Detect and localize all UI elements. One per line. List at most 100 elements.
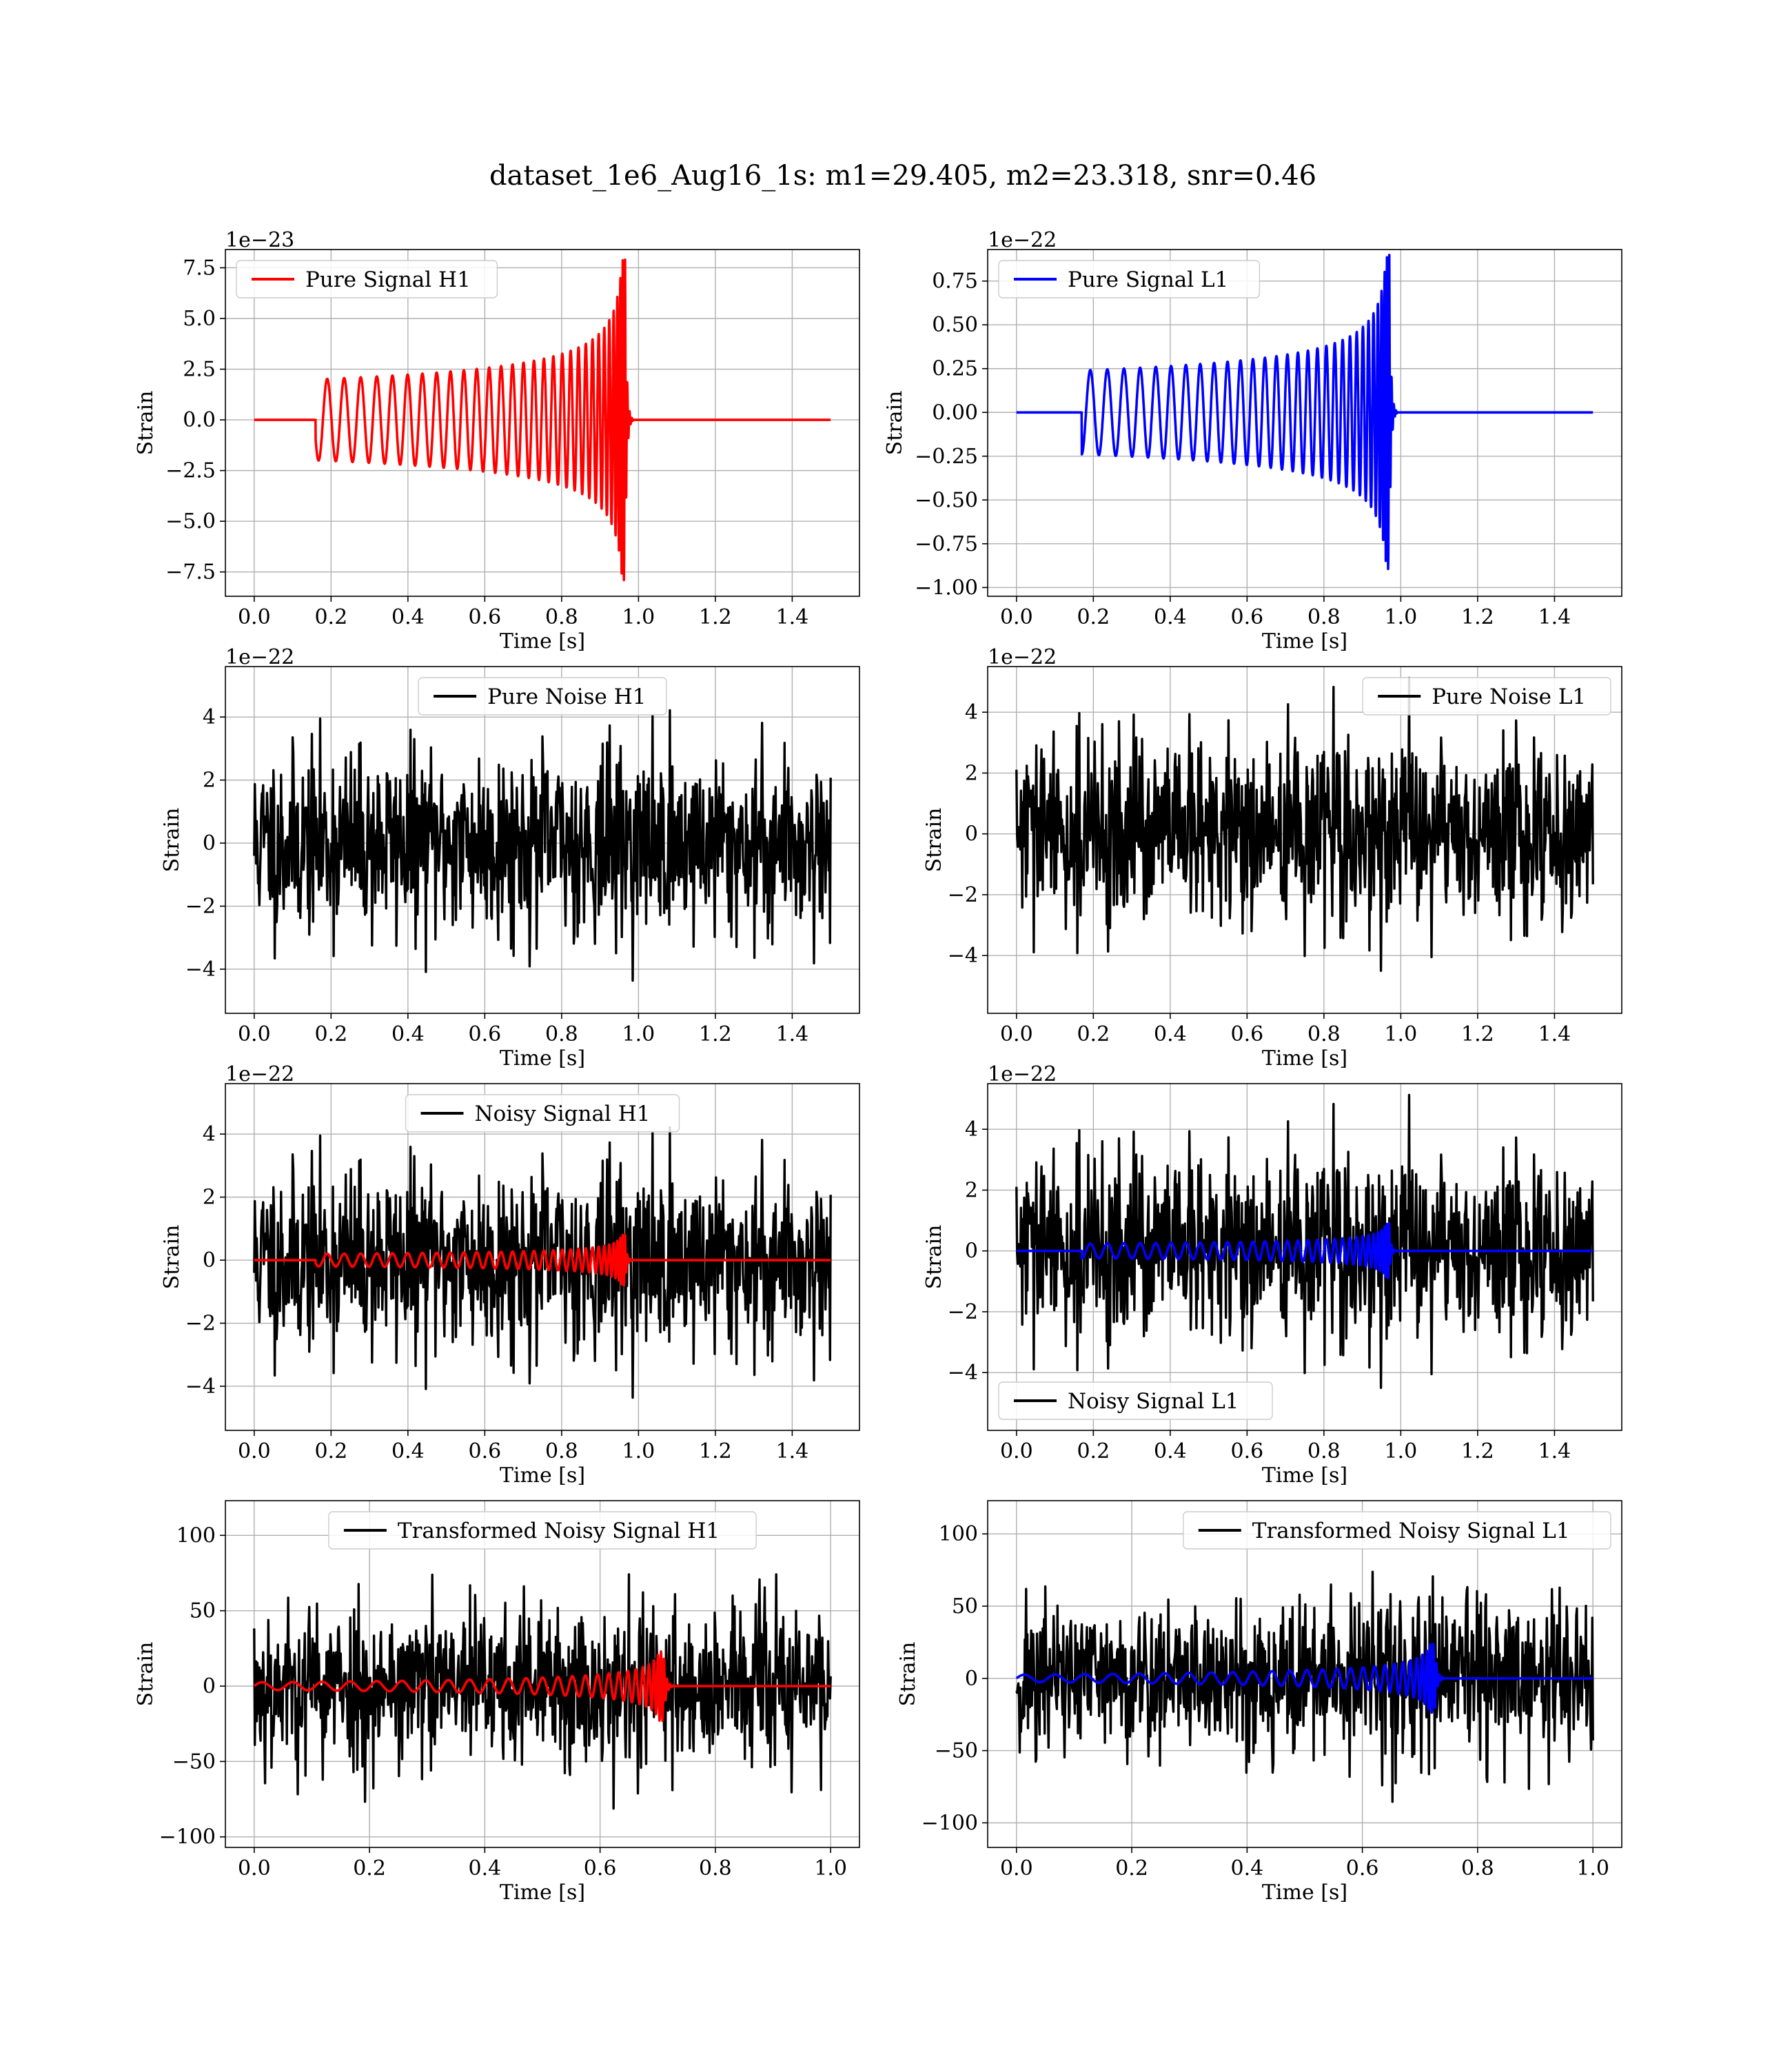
legend-label: Transformed Noisy Signal L1: [1252, 1519, 1570, 1543]
y-axis-label: Strain: [160, 1225, 184, 1290]
y-tick-label: 0: [203, 1674, 216, 1699]
legend-label: Pure Noise L1: [1432, 685, 1586, 709]
legend-box: [1362, 677, 1611, 716]
y-tick-label: −50: [935, 1739, 978, 1763]
legend: Transformed Noisy Signal H1: [328, 1511, 757, 1550]
axes-frame: [225, 249, 860, 597]
y-tick-label: −7.5: [165, 560, 216, 585]
legend-box: [328, 1511, 757, 1550]
x-tick-label: 1.2: [699, 1022, 732, 1046]
legend-box: [236, 260, 498, 298]
axes-frame: [225, 666, 860, 1014]
axes-frame: [987, 1083, 1622, 1431]
y-tick-label: −0.25: [915, 445, 978, 469]
x-tick-label: 1.0: [622, 1439, 655, 1463]
x-tick-label: 0.2: [314, 605, 347, 629]
y-tick-label: 0: [965, 1667, 978, 1691]
legend-label: Pure Signal L1: [1068, 267, 1228, 292]
y-axis-label: Strain: [160, 808, 184, 873]
figure-title: dataset_1e6_Aug16_1s: m1=29.405, m2=23.3…: [489, 160, 1316, 192]
x-tick-label: 1.4: [1538, 1439, 1571, 1463]
x-tick-label: 0.2: [353, 1856, 386, 1881]
axes-frame: [225, 1083, 860, 1431]
noise-line-0: [1015, 1570, 1594, 1803]
axes-frame: [225, 1500, 860, 1848]
x-axis-label: Time [s]: [1262, 1881, 1347, 1905]
y-tick-label: 0: [965, 822, 978, 847]
y-tick-label: −2: [948, 1300, 978, 1324]
x-tick-label: 0.4: [1154, 1022, 1187, 1046]
x-tick-label: 1.2: [699, 1439, 732, 1463]
y-tick-label: 0: [203, 831, 216, 855]
subplot-1-0: 0.0 0.2 0.4 0.6 0.8 1.0 1.2 1.4 −4 −2 0 2 4 Time [s] S…: [160, 645, 860, 1071]
series-group: [1015, 676, 1594, 972]
offset-text: 1e−22: [988, 645, 1057, 669]
y-tick-label: 2: [965, 761, 978, 785]
legend-box: [998, 260, 1261, 298]
x-tick-label: 0.0: [238, 1439, 271, 1463]
offset-text: 1e−22: [225, 1062, 294, 1086]
x-tick-label: 1.2: [699, 605, 732, 629]
y-tick-label: −4: [185, 957, 216, 982]
legend-label: Pure Signal H1: [305, 267, 471, 292]
y-tick-label: 2: [203, 1186, 216, 1210]
axes-frame: [987, 1500, 1622, 1848]
y-tick-label: −4: [948, 944, 978, 968]
signal-line-1: [1015, 1222, 1594, 1279]
series-group: [253, 1126, 832, 1399]
y-tick-label: 0.25: [932, 357, 978, 381]
y-axis-label: Strain: [922, 1225, 946, 1290]
x-tick-label: 0.4: [391, 1022, 425, 1046]
x-tick-label: 0.6: [1231, 1439, 1264, 1463]
y-axis-label: Strain: [134, 1642, 158, 1707]
legend-label: Noisy Signal H1: [475, 1102, 651, 1126]
subplot-3-1: 0.0 0.2 0.4 0.6 0.8 1.0 −100 −50 0 50 100 Time [s] S…: [896, 1500, 1622, 1905]
subplot-0-0: 0.0 0.2 0.4 0.6 0.8 1.0 1.2 1.4 −7.5 −5.0 −2.5 0.0 2…: [134, 228, 860, 653]
y-tick-label: 100: [176, 1523, 216, 1548]
x-tick-label: 1.0: [1385, 1439, 1418, 1463]
y-tick-label: −4: [948, 1361, 978, 1385]
y-tick-label: 0.00: [932, 401, 978, 425]
noise-line-0: [1015, 1093, 1594, 1389]
legend-box: [998, 1381, 1273, 1420]
x-tick-label: 0.6: [469, 1022, 502, 1046]
noise-line-0: [253, 709, 832, 982]
x-tick-label: 0.4: [391, 1439, 425, 1463]
x-tick-label: 0.4: [469, 1856, 502, 1881]
subplot-2-0: 0.0 0.2 0.4 0.6 0.8 1.0 1.2 1.4 −4 −2 0 2 4 Time [s] S…: [160, 1062, 860, 1488]
legend-label: Pure Noise H1: [487, 685, 646, 709]
noise-line-0: [253, 1573, 832, 1810]
y-tick-label: −50: [172, 1750, 216, 1774]
y-tick-label: 50: [952, 1594, 978, 1619]
x-tick-label: 0.6: [469, 1439, 502, 1463]
legend: Transformed Noisy Signal L1: [1183, 1511, 1611, 1550]
x-tick-label: 0.8: [1307, 1439, 1341, 1463]
x-tick-label: 0.6: [1346, 1856, 1379, 1881]
x-tick-label: 1.0: [622, 1022, 655, 1046]
subplot-3-0: 0.0 0.2 0.4 0.6 0.8 1.0 −100 −50 0 50 100 Time [s] S…: [134, 1500, 860, 1905]
x-tick-label: 0.4: [1154, 605, 1187, 629]
x-tick-label: 1.4: [776, 1022, 809, 1046]
x-tick-label: 0.2: [1077, 605, 1110, 629]
x-tick-label: 0.0: [1000, 1439, 1033, 1463]
signal-line-1: [253, 1233, 832, 1287]
x-tick-label: 1.0: [622, 605, 655, 629]
y-tick-label: −100: [922, 1811, 978, 1835]
series-group: [1015, 254, 1594, 571]
y-tick-label: 2: [965, 1178, 978, 1202]
legend-box: [405, 1094, 680, 1133]
y-tick-label: 0: [203, 1248, 216, 1273]
x-axis-label: Time [s]: [1262, 1046, 1347, 1071]
y-tick-label: 2.5: [183, 358, 216, 382]
x-axis-label: Time [s]: [500, 1463, 585, 1488]
y-tick-label: 0.0: [183, 408, 216, 432]
signal-line-1: [1015, 1643, 1594, 1714]
x-tick-label: 0.6: [1231, 1022, 1264, 1046]
axes-frame: [987, 249, 1622, 597]
legend: Pure Noise H1: [418, 677, 667, 716]
y-tick-label: 0.50: [932, 313, 978, 337]
offset-text: 1e−23: [225, 228, 294, 252]
noise-line-0: [253, 1126, 832, 1399]
x-tick-label: 0.6: [1231, 605, 1264, 629]
x-axis-label: Time [s]: [500, 629, 585, 653]
